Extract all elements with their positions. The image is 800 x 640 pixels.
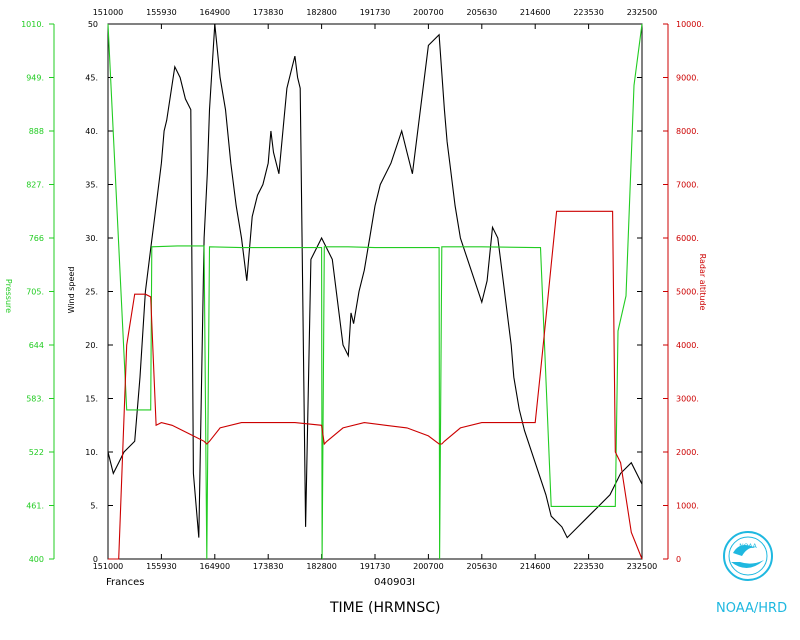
x-tick-label-bottom: 164900 <box>200 562 231 571</box>
altitude-tick-label: 10000. <box>676 20 704 29</box>
pressure-tick-label: 766 <box>29 234 44 243</box>
altitude-axis-label: Radar altitude <box>698 254 707 311</box>
altitude-tick-label: 8000. <box>676 127 699 136</box>
x-tick-label-top: 191730 <box>360 8 391 17</box>
noaa-logo-icon: NOAA <box>723 531 773 581</box>
wind-tick-label: 30. <box>85 234 98 243</box>
pressure-tick-label: 583. <box>26 395 44 404</box>
x-tick-label-top: 164900 <box>200 8 231 17</box>
y-axes: 400 461. 522 583. 644 705. 766 827. 888 949. 1010.… <box>21 20 704 564</box>
logo-emblem-text: NOAA <box>739 543 757 550</box>
x-tick-label-top: 205630 <box>467 8 498 17</box>
pressure-tick-label: 1010. <box>21 20 44 29</box>
altitude-tick-label: 4000. <box>676 341 699 350</box>
wind-tick-label: 15. <box>85 395 98 404</box>
pressure-tick-label: 827. <box>26 181 44 190</box>
data-series <box>107 23 643 560</box>
x-tick-label-bottom: 223530 <box>573 562 604 571</box>
wind-tick-label: 40. <box>85 127 98 136</box>
x-tick-label-top: 155930 <box>146 8 177 17</box>
altitude-tick-label: 9000. <box>676 74 699 83</box>
wind-axis-label: Wind speed <box>67 267 76 314</box>
pressure-tick-label: 705. <box>26 288 44 297</box>
x-axis-label: TIME (HRMNSC) <box>329 600 440 616</box>
altitude-tick-label: 0 <box>676 555 681 564</box>
altitude-tick-label: 7000. <box>676 181 699 190</box>
x-tick-label-bottom: 232500 <box>627 562 658 571</box>
pressure-axis-label: Pressure <box>4 279 13 313</box>
x-tick-label-top: 214600 <box>520 8 551 17</box>
x-tick-label-bottom: 173830 <box>253 562 284 571</box>
x-tick-label-bottom: 200700 <box>413 562 444 571</box>
wind-tick-label: 20. <box>85 341 98 350</box>
x-tick-label-top: 182800 <box>306 8 337 17</box>
pressure-tick-label: 888 <box>29 127 44 136</box>
x-tick-label-bottom: 151000 <box>93 562 124 571</box>
altitude-tick-label: 2000. <box>676 448 699 457</box>
x-tick-label-top: 223530 <box>573 8 604 17</box>
wind-series-line <box>107 23 643 539</box>
altitude-series-line <box>108 210 643 560</box>
wind-tick-label: 10. <box>85 448 98 457</box>
x-tick-label-bottom: 205630 <box>467 562 498 571</box>
pressure-tick-label: 522 <box>29 448 44 457</box>
x-tick-label-bottom: 191730 <box>360 562 391 571</box>
pressure-series-line <box>107 23 643 560</box>
storm-name: Frances <box>106 577 144 588</box>
pressure-tick-label: 949. <box>26 74 44 83</box>
wind-tick-label: 50 <box>88 20 98 29</box>
x-tick-label-top: 232500 <box>627 8 658 17</box>
wind-tick-label: 0 <box>93 555 98 564</box>
logo-text: NOAA/HRD <box>716 601 787 616</box>
altitude-tick-label: 6000. <box>676 234 699 243</box>
altitude-tick-label: 5000. <box>676 288 699 297</box>
x-tick-label-top: 200700 <box>413 8 444 17</box>
pressure-tick-label: 400 <box>29 555 44 564</box>
wind-tick-label: 35. <box>85 181 98 190</box>
x-tick-label-top: 151000 <box>93 8 124 17</box>
date-code: 040903I <box>374 577 415 588</box>
wind-tick-label: 25. <box>85 288 98 297</box>
altitude-tick-label: 1000. <box>676 502 699 511</box>
x-tick-label-top: 173830 <box>253 8 284 17</box>
pressure-tick-label: 644 <box>29 341 44 350</box>
pressure-tick-label: 461. <box>26 502 44 511</box>
wind-tick-label: 45. <box>85 74 98 83</box>
x-tick-label-bottom: 214600 <box>520 562 551 571</box>
x-tick-label-bottom: 182800 <box>306 562 337 571</box>
wind-tick-label: 5. <box>90 502 98 511</box>
x-axes: 151000 151000 155930 155930 164900 164900 1738… <box>93 8 658 571</box>
x-tick-label-bottom: 155930 <box>146 562 177 571</box>
altitude-tick-label: 3000. <box>676 395 699 404</box>
